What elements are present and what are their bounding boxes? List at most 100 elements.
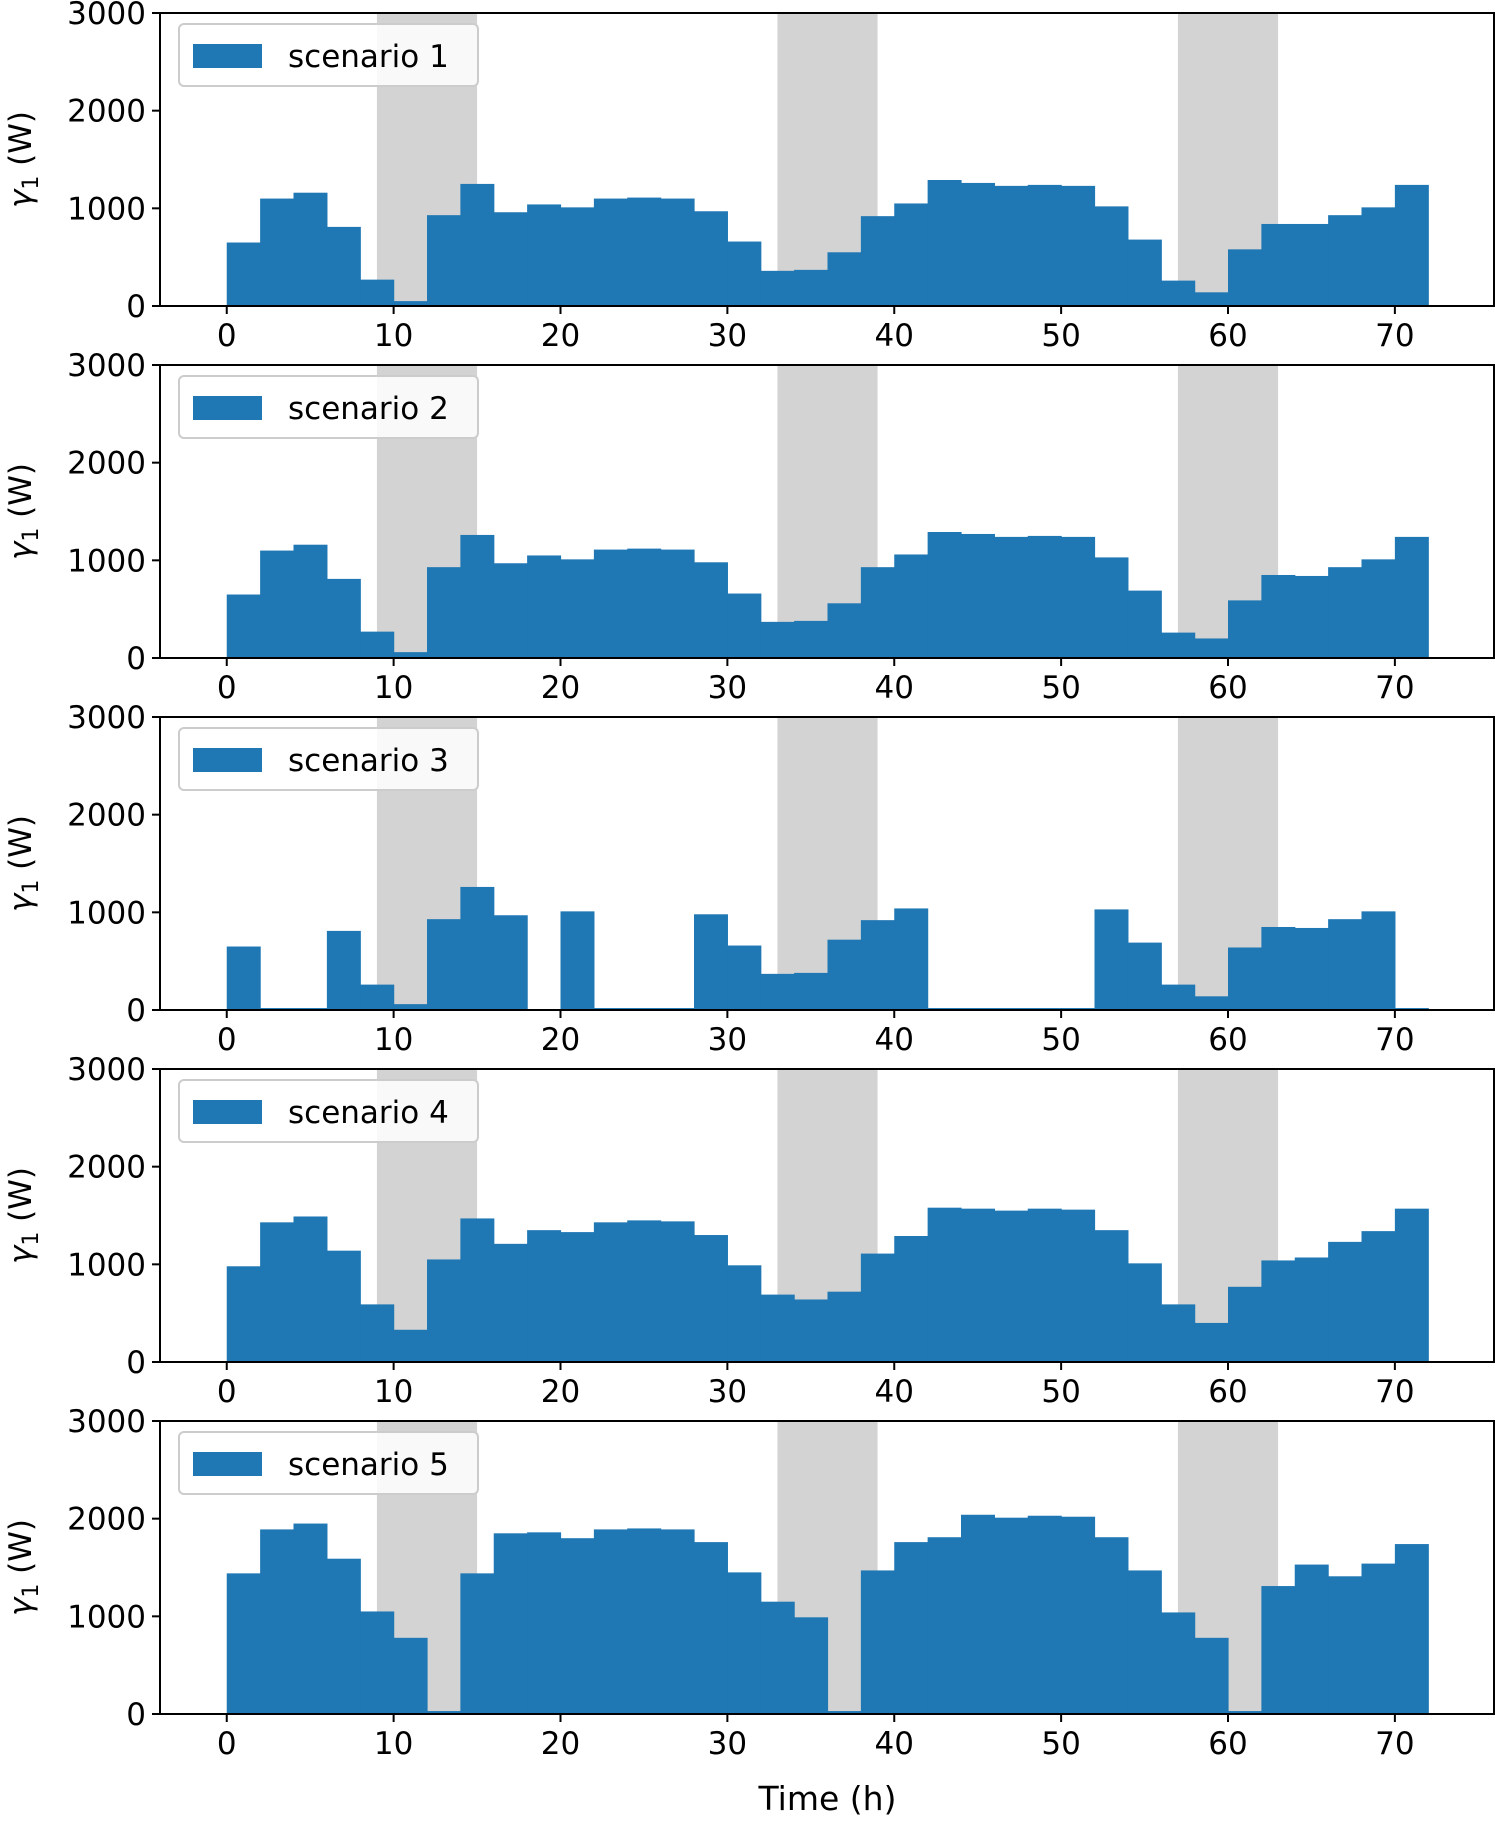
bar <box>1161 984 1196 1010</box>
axes-frame <box>159 1068 1495 1363</box>
bar <box>1027 1515 1062 1714</box>
y-axis-label: γ1 (W) <box>3 1167 44 1264</box>
legend-label: scenario 4 <box>288 1095 449 1131</box>
bar <box>1361 1563 1396 1714</box>
legend-label: scenario 1 <box>288 39 449 75</box>
bar <box>360 631 395 658</box>
y-tick-label: 3000 <box>67 1404 146 1440</box>
bar <box>326 578 361 658</box>
bar <box>961 1208 995 1362</box>
bar <box>1027 535 1062 658</box>
bar <box>493 915 528 1010</box>
bar <box>1161 632 1196 658</box>
bar <box>393 1329 428 1362</box>
y-tick-label: 0 <box>126 1697 146 1733</box>
bar <box>260 198 295 306</box>
x-tick-label: 50 <box>1041 1374 1080 1410</box>
bar <box>760 1294 795 1362</box>
bar <box>1294 575 1329 658</box>
x-tick-label: 50 <box>1041 318 1080 354</box>
bar <box>1061 536 1096 658</box>
x-tick-label: 40 <box>875 1022 914 1058</box>
x-tick-label: 30 <box>708 318 747 354</box>
x-tick-label: 40 <box>875 1374 914 1410</box>
x-tick-label: 20 <box>541 1726 580 1762</box>
bar <box>1194 1637 1229 1714</box>
bar <box>660 549 695 658</box>
subplot-scenario-3: 0 10 20 30 40 50 60 70 0 1000 2000 3000 γ1 (W) scenar… <box>3 700 1495 1058</box>
bar <box>894 203 929 306</box>
subplot-scenario-4: 0 10 20 30 40 50 60 70 0 1000 2000 3000 γ1 (W) scenar… <box>3 1052 1495 1410</box>
bar <box>961 182 995 306</box>
legend: scenario 1 <box>178 23 479 87</box>
bar <box>760 621 795 658</box>
bar <box>1194 638 1229 658</box>
bar <box>1061 185 1096 306</box>
legend-swatch <box>193 44 262 68</box>
x-tick-label: 0 <box>217 318 237 354</box>
x-tick-label: 0 <box>217 1726 237 1762</box>
bar <box>860 216 895 306</box>
bar <box>894 908 929 1010</box>
bar <box>326 226 361 306</box>
bar <box>860 1570 895 1714</box>
x-tick-label: 50 <box>1041 1726 1080 1762</box>
bar <box>927 180 962 306</box>
bar <box>827 252 862 306</box>
subplot-scenario-5: 0 10 20 30 40 50 60 70 0 1000 2000 3000 γ1 (W) scenar… <box>3 1404 1495 1762</box>
bar <box>794 1299 829 1362</box>
bar <box>1394 1208 1429 1362</box>
bar <box>894 554 929 658</box>
bar <box>360 1611 395 1714</box>
x-tick-label: 70 <box>1375 670 1414 706</box>
y-axis-label: γ1 (W) <box>3 815 44 912</box>
bar <box>393 652 428 658</box>
bar <box>994 536 1029 658</box>
bar <box>727 1265 762 1362</box>
bar <box>1294 927 1329 1010</box>
x-tick-label: 40 <box>875 670 914 706</box>
bar <box>694 1235 728 1362</box>
x-tick-label: 50 <box>1041 670 1080 706</box>
bar <box>293 1523 328 1714</box>
bar <box>226 946 261 1010</box>
bar <box>1328 1576 1363 1714</box>
bar <box>1361 1231 1396 1362</box>
bar <box>727 241 762 306</box>
bar <box>1394 536 1429 658</box>
bar <box>660 198 695 306</box>
bar <box>1228 249 1262 306</box>
bar <box>293 1216 328 1362</box>
bar <box>994 185 1029 306</box>
x-tick-label: 20 <box>541 1374 580 1410</box>
axes-frame <box>159 364 1495 659</box>
bar <box>1161 280 1196 306</box>
bar <box>1228 1711 1262 1714</box>
legend: scenario 5 <box>178 1431 479 1495</box>
bar <box>260 1222 295 1362</box>
legend-label: scenario 3 <box>288 743 449 779</box>
bar <box>1228 600 1262 658</box>
bar <box>1394 1544 1429 1714</box>
y-tick-label: 0 <box>126 1345 146 1381</box>
bar <box>827 1291 862 1362</box>
bar <box>994 1210 1029 1362</box>
bar <box>927 532 962 658</box>
x-tick-label: 30 <box>708 1374 747 1410</box>
y-tick-label: 3000 <box>67 348 146 384</box>
bar <box>1194 1322 1229 1362</box>
x-tick-label: 70 <box>1375 1022 1414 1058</box>
bar <box>1361 559 1396 658</box>
bar <box>660 1221 695 1362</box>
bar <box>927 1537 962 1714</box>
bar <box>1261 926 1296 1010</box>
x-tick-label: 20 <box>541 670 580 706</box>
subplot-scenario-1: 0 10 20 30 40 50 60 70 0 1000 2000 3000 γ1 (W) scenar… <box>3 0 1495 354</box>
bar <box>1261 1586 1296 1714</box>
bar <box>493 563 528 658</box>
bar <box>694 562 728 658</box>
bar <box>1061 1516 1096 1714</box>
bar <box>694 1542 728 1714</box>
